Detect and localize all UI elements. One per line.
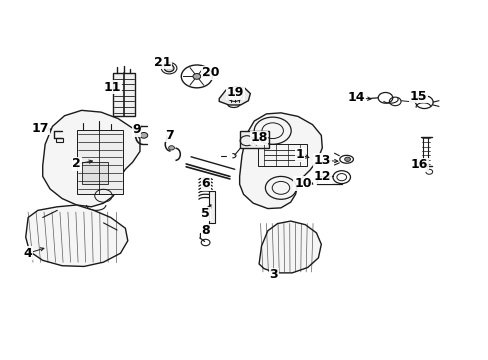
Text: 21: 21 bbox=[154, 55, 171, 69]
Text: 20: 20 bbox=[202, 66, 219, 79]
Bar bbox=[258, 144, 306, 166]
Text: 4: 4 bbox=[24, 247, 32, 260]
Polygon shape bbox=[26, 205, 127, 266]
Circle shape bbox=[168, 146, 174, 150]
Text: 7: 7 bbox=[164, 129, 173, 142]
Text: 8: 8 bbox=[201, 224, 209, 237]
Circle shape bbox=[193, 73, 201, 79]
Text: 19: 19 bbox=[226, 86, 244, 99]
Text: 14: 14 bbox=[347, 91, 365, 104]
Text: 10: 10 bbox=[293, 177, 311, 190]
Text: 9: 9 bbox=[132, 123, 141, 136]
Bar bbox=[113, 73, 135, 116]
Text: 1: 1 bbox=[295, 148, 304, 162]
Circle shape bbox=[344, 157, 350, 161]
Polygon shape bbox=[239, 113, 322, 208]
Text: 17: 17 bbox=[31, 122, 49, 135]
Polygon shape bbox=[219, 86, 250, 105]
Text: 15: 15 bbox=[409, 90, 427, 103]
Circle shape bbox=[164, 64, 174, 72]
Bar bbox=[56, 138, 62, 143]
Text: 16: 16 bbox=[410, 158, 427, 171]
Polygon shape bbox=[42, 111, 140, 207]
Bar bbox=[239, 131, 268, 148]
Bar bbox=[77, 130, 122, 194]
Text: 5: 5 bbox=[201, 207, 209, 220]
Text: 6: 6 bbox=[201, 177, 209, 190]
Text: 3: 3 bbox=[269, 268, 277, 281]
Text: 13: 13 bbox=[313, 154, 330, 167]
Text: 2: 2 bbox=[72, 157, 81, 170]
Text: 11: 11 bbox=[103, 81, 121, 94]
Text: 12: 12 bbox=[313, 170, 330, 183]
Circle shape bbox=[140, 132, 147, 138]
Text: 18: 18 bbox=[250, 131, 267, 144]
Bar bbox=[209, 191, 215, 223]
Polygon shape bbox=[259, 221, 321, 273]
Bar bbox=[81, 162, 108, 184]
